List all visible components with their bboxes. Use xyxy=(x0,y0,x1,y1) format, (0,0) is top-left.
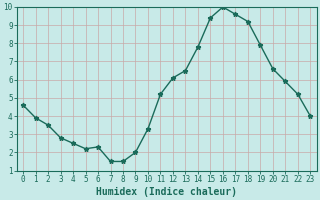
X-axis label: Humidex (Indice chaleur): Humidex (Indice chaleur) xyxy=(96,186,237,197)
